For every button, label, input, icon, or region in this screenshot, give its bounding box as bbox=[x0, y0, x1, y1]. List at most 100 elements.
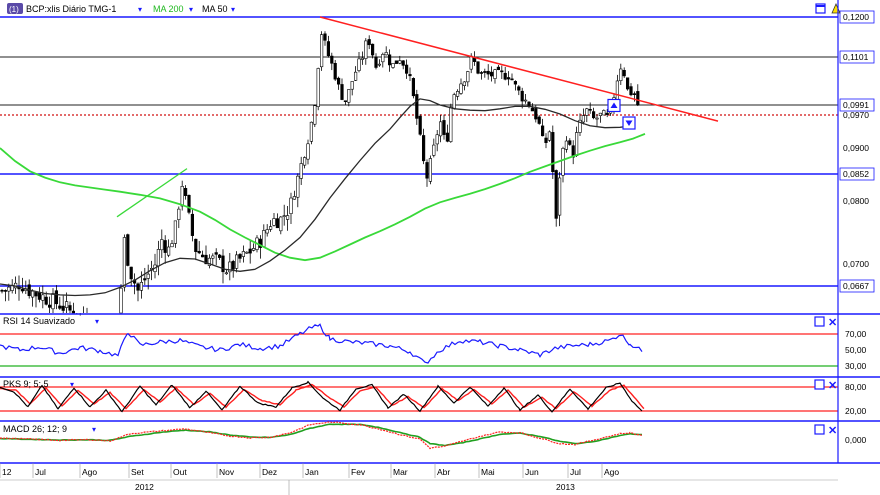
candle-body bbox=[20, 289, 25, 292]
rsi-tick: 70,00 bbox=[845, 329, 867, 339]
price-label: 0,1200 bbox=[843, 12, 869, 22]
rsi-axis-labels: 70,00 50,00 30,00 bbox=[845, 329, 867, 371]
candle-body bbox=[197, 250, 201, 254]
rsi-tick: 30,00 bbox=[845, 361, 867, 371]
candle-body bbox=[340, 84, 344, 100]
candle-body bbox=[129, 266, 133, 280]
candle-body bbox=[296, 175, 300, 198]
candle-body bbox=[574, 132, 579, 156]
candle-body bbox=[466, 71, 470, 83]
time-tick: Jan bbox=[305, 467, 319, 477]
candle-body bbox=[605, 112, 609, 115]
time-tick: Jul bbox=[570, 467, 581, 477]
candle-body bbox=[520, 90, 524, 102]
candle-body bbox=[578, 119, 582, 133]
sell-arrow-icon bbox=[610, 102, 618, 108]
rsi-maximize-icon[interactable] bbox=[814, 316, 825, 327]
candle-body bbox=[489, 71, 494, 77]
macd-dropdown-icon[interactable]: ▾ bbox=[92, 425, 96, 434]
ma50-dropdown-icon[interactable]: ▾ bbox=[231, 5, 235, 14]
price-label: 0,0900 bbox=[843, 143, 869, 153]
time-tick: Abr bbox=[437, 467, 450, 477]
candle-body bbox=[394, 60, 399, 64]
price-label: 0,0667 bbox=[843, 281, 869, 291]
price-label-box bbox=[839, 10, 875, 24]
moving-averages bbox=[0, 16, 719, 297]
candle-body bbox=[34, 292, 38, 297]
candle-body bbox=[47, 304, 52, 308]
candle-body bbox=[500, 70, 504, 73]
candle-body bbox=[517, 86, 521, 91]
candle-body bbox=[449, 106, 453, 142]
candle-body bbox=[472, 57, 477, 62]
candle-body bbox=[391, 63, 395, 68]
candle-body bbox=[404, 64, 409, 74]
candle-body bbox=[285, 215, 290, 220]
candle-body bbox=[632, 93, 636, 95]
macd-line bbox=[0, 421, 643, 450]
candle-body bbox=[462, 81, 467, 86]
symbol-dropdown-icon[interactable]: ▾ bbox=[138, 5, 142, 14]
ma200-dropdown-icon[interactable]: ▾ bbox=[189, 5, 193, 14]
candle-body bbox=[401, 60, 405, 66]
macd-close-icon[interactable]: ✕ bbox=[828, 425, 837, 437]
rsi-label[interactable]: RSI 14 Suavizado bbox=[3, 316, 75, 326]
price-label: 0,0852 bbox=[843, 169, 869, 179]
stoch-panel: PKS 9; 5; 5 ▾ ✕ 80,00 20,00 bbox=[0, 376, 880, 416]
time-tick: Jul bbox=[35, 467, 46, 477]
stoch-close-icon[interactable]: ✕ bbox=[828, 380, 837, 392]
candle-body bbox=[204, 254, 208, 265]
candle-body bbox=[636, 91, 640, 106]
time-tick: Fev bbox=[351, 467, 366, 477]
ma200-label[interactable]: MA 200 bbox=[153, 4, 184, 14]
stoch-label[interactable]: PKS 9; 5; 5 bbox=[3, 379, 49, 389]
candle-body bbox=[452, 94, 456, 109]
badge-box[interactable] bbox=[7, 3, 23, 14]
ma50-label[interactable]: MA 50 bbox=[202, 4, 228, 14]
maximize-icon[interactable] bbox=[815, 3, 826, 14]
candle-body bbox=[534, 108, 538, 120]
candle-body bbox=[238, 254, 242, 259]
macd-label[interactable]: MACD 26; 12; 9 bbox=[3, 424, 67, 434]
time-tick: Nov bbox=[219, 467, 235, 477]
candle-body bbox=[65, 301, 69, 308]
candle-body bbox=[235, 254, 239, 269]
stoch-k-line bbox=[0, 380, 643, 413]
rsi-close-icon[interactable]: ✕ bbox=[828, 317, 837, 329]
price-label-box bbox=[839, 279, 875, 293]
candle-body bbox=[252, 248, 256, 251]
candle-body bbox=[143, 278, 147, 281]
stoch-dropdown-icon[interactable]: ▾ bbox=[70, 380, 74, 389]
candle-body bbox=[387, 54, 392, 66]
candle-body bbox=[275, 218, 280, 229]
price-label-box bbox=[839, 50, 875, 64]
candle-body bbox=[513, 81, 517, 85]
candle-body bbox=[221, 255, 225, 273]
rising-line-line bbox=[116, 168, 188, 218]
stoch-maximize-icon[interactable] bbox=[814, 379, 825, 390]
main-panel bbox=[0, 0, 838, 314]
candle-body bbox=[615, 80, 619, 101]
candle-body bbox=[299, 163, 303, 179]
symbol-label[interactable]: BCP:xlis Diário TMG-1 bbox=[26, 4, 116, 14]
time-tick: Dez bbox=[262, 467, 277, 477]
candle-body bbox=[483, 71, 487, 73]
macd-maximize-icon[interactable] bbox=[814, 424, 825, 435]
year-label: 2012 bbox=[135, 482, 154, 492]
time-axis: 12 Jul Ago Set Out Nov Dez Jan Fev Mar Abr Mai Jun Ju… bbox=[0, 462, 880, 495]
candle-body bbox=[309, 121, 314, 142]
macd-signal-line bbox=[0, 423, 643, 447]
candle-body bbox=[241, 251, 246, 257]
candle-body bbox=[510, 78, 514, 81]
candle-body bbox=[323, 33, 327, 41]
stoch-d-line bbox=[0, 383, 645, 410]
candle-body bbox=[122, 237, 126, 288]
candle-body bbox=[595, 117, 599, 120]
horizontal-lines bbox=[0, 16, 838, 287]
rsi-dropdown-icon[interactable]: ▾ bbox=[95, 317, 99, 326]
candle-body bbox=[302, 157, 307, 166]
candle-body bbox=[364, 40, 368, 59]
candle-body bbox=[330, 55, 334, 64]
candle-body bbox=[268, 226, 273, 230]
